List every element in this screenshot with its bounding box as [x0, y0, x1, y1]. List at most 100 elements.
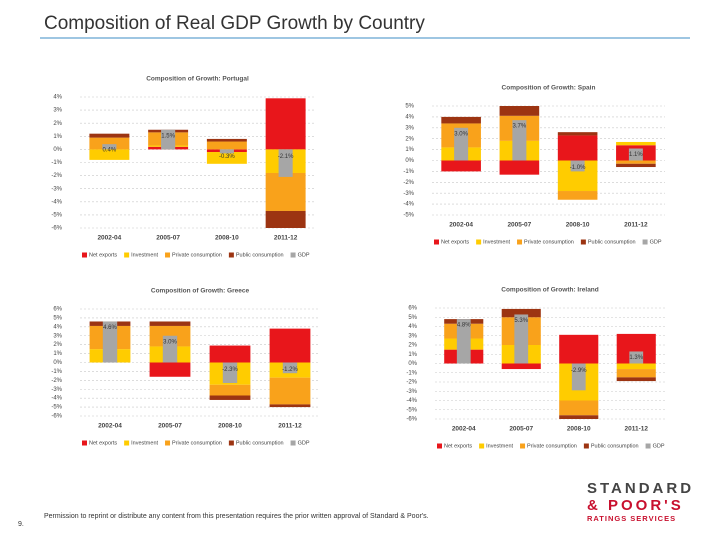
- legend-label: GDP: [653, 443, 665, 449]
- x-tick-label: 2011-12: [624, 222, 648, 229]
- bar-segment: [501, 363, 541, 370]
- y-tick-label: -4%: [406, 398, 417, 404]
- bar-segment: [557, 135, 598, 161]
- legend-label: Net exports: [89, 252, 117, 258]
- x-tick-label: 2008-10: [567, 426, 591, 433]
- legend-swatch: [124, 440, 130, 446]
- data-label: 1.5%: [161, 133, 175, 139]
- bar-segment: [616, 141, 656, 146]
- chart-title: Composition of Growth: Ireland: [501, 287, 599, 294]
- data-label: 3.0%: [163, 339, 177, 345]
- y-tick-label: -2%: [51, 173, 62, 179]
- legend-label: Private consumption: [172, 440, 222, 446]
- legend-swatch: [82, 252, 87, 258]
- y-tick-label: 2%: [53, 121, 62, 127]
- y-tick-label: 1%: [53, 351, 62, 357]
- y-tick-label: -1%: [51, 369, 62, 375]
- y-tick-label: 2%: [408, 343, 417, 349]
- bar-segment: [269, 328, 311, 363]
- legend-label: GDP: [298, 252, 310, 258]
- legend-swatch: [82, 440, 87, 446]
- data-label: -2.3%: [222, 367, 238, 373]
- legend-label: Investment: [131, 252, 158, 258]
- data-label: -2.9%: [571, 368, 587, 374]
- bar-segment: [559, 415, 599, 419]
- gdp-bar: [456, 319, 471, 364]
- y-tick-label: -1%: [51, 160, 62, 166]
- y-tick-label: 5%: [408, 315, 417, 321]
- legend-label: Private consumption: [172, 252, 222, 258]
- bar-segment: [499, 106, 540, 116]
- data-label: -1.2%: [282, 367, 298, 373]
- x-tick-label: 2011-12: [278, 423, 302, 430]
- gdp-bar: [219, 149, 234, 154]
- y-tick-label: 6%: [53, 307, 62, 313]
- bar-segment: [265, 172, 306, 211]
- logo-line2: & POOR'S: [587, 497, 684, 514]
- legend-label: Investment: [486, 443, 513, 449]
- x-tick-label: 2005-07: [509, 426, 533, 433]
- data-label: 1.1%: [629, 152, 643, 158]
- chart-title: Composition of Growth: Greece: [151, 288, 250, 295]
- data-label: 5.3%: [514, 318, 528, 324]
- y-tick-label: 4%: [53, 95, 62, 101]
- legend-swatch: [479, 443, 485, 449]
- legend-label: Public consumption: [591, 443, 639, 449]
- legend-label: Net exports: [441, 239, 469, 245]
- y-tick-label: 4%: [53, 324, 62, 330]
- gdp-bar: [162, 335, 178, 363]
- gdp-bar: [514, 314, 529, 364]
- legend-label: Investment: [483, 239, 510, 245]
- bar-segment: [616, 363, 656, 370]
- bar-segment: [441, 116, 481, 124]
- gdp-bar: [222, 362, 238, 384]
- legend-swatch: [437, 443, 442, 449]
- bar-segment: [557, 132, 598, 136]
- bar-segment: [265, 98, 306, 150]
- y-tick-label: -4%: [403, 202, 414, 208]
- y-tick-label: 0%: [53, 147, 62, 153]
- bar-segment: [89, 133, 130, 138]
- data-label: 3.7%: [513, 124, 527, 130]
- legend-swatch: [165, 440, 171, 446]
- bar-segment: [557, 191, 598, 200]
- y-tick-label: -3%: [406, 389, 417, 395]
- legend-swatch: [517, 239, 523, 245]
- x-tick-label: 2002-04: [449, 222, 473, 229]
- y-tick-label: 3%: [405, 125, 414, 131]
- gdp-bar: [629, 351, 644, 364]
- gdp-bar: [102, 321, 118, 363]
- bar-segment: [616, 369, 656, 378]
- legend-swatch: [290, 440, 296, 446]
- legend-swatch: [290, 252, 296, 258]
- legend-label: GDP: [650, 239, 662, 245]
- gdp-bar: [161, 129, 176, 150]
- bar-segment: [616, 377, 656, 382]
- slide-title: Composition of Real GDP Growth by Countr…: [44, 13, 425, 34]
- legend-label: Private consumption: [524, 239, 574, 245]
- y-tick-label: 4%: [408, 324, 417, 330]
- legend-swatch: [124, 252, 130, 258]
- legend-swatch: [476, 239, 482, 245]
- y-tick-label: -2%: [406, 380, 417, 386]
- gdp-bar: [628, 148, 643, 161]
- y-tick-label: 3%: [53, 333, 62, 339]
- y-tick-label: 2%: [405, 136, 414, 142]
- logo-line3: RATINGS SERVICES: [587, 514, 676, 523]
- legend-swatch: [642, 239, 648, 245]
- gdp-bar: [102, 144, 117, 150]
- x-tick-label: 2005-07: [156, 235, 180, 242]
- legend-label: GDP: [298, 440, 310, 446]
- bar-segment: [206, 138, 247, 142]
- x-tick-label: 2002-04: [98, 423, 122, 430]
- y-tick-label: 5%: [53, 315, 62, 321]
- y-tick-label: 6%: [408, 306, 417, 312]
- y-tick-label: -5%: [51, 405, 62, 411]
- legend-swatch: [434, 239, 439, 245]
- legend-label: Public consumption: [236, 440, 284, 446]
- bar-segment: [209, 395, 251, 400]
- y-tick-label: 0%: [405, 158, 414, 164]
- y-tick-label: 5%: [405, 104, 414, 110]
- y-tick-label: 1%: [408, 352, 417, 358]
